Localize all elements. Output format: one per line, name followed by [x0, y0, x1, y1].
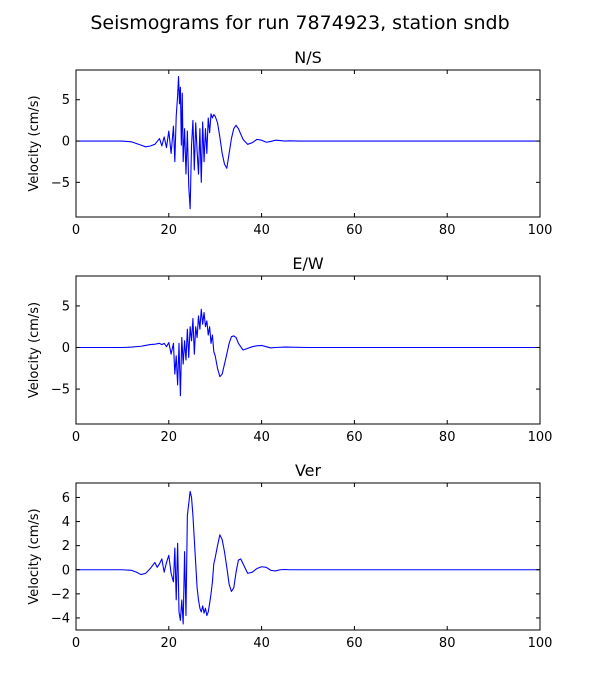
y-tick-label: 0 [62, 341, 70, 356]
trace-line-ns [76, 76, 540, 210]
y-axis-label-ns: Velocity (cm/s) [27, 95, 42, 191]
x-tick-label: 0 [72, 636, 80, 651]
y-tick-label: 0 [62, 563, 70, 578]
x-tick-label: 20 [161, 430, 178, 445]
x-tick-label: 80 [439, 636, 456, 651]
x-tick-label: 60 [346, 636, 363, 651]
x-tick-label: 60 [346, 223, 363, 238]
x-tick-label: 40 [253, 223, 270, 238]
x-tick-label: 0 [72, 430, 80, 445]
y-tick-label: −4 [51, 611, 70, 626]
y-tick-label: 5 [62, 299, 70, 314]
x-tick-label: 100 [528, 430, 553, 445]
panel-ns: N/S 0 20 40 60 80 100 −5 0 5 Velocity (cm/s) [27, 48, 552, 238]
trace-line-ver [76, 490, 540, 625]
panel-title-ver: Ver [295, 461, 322, 480]
panel-title-ns: N/S [294, 48, 322, 67]
y-tick-label: −5 [51, 383, 70, 398]
x-tick-label: 60 [346, 430, 363, 445]
y-tick-label: 6 [62, 491, 70, 506]
panel-title-ew: E/W [292, 254, 324, 273]
x-tick-label: 100 [528, 636, 553, 651]
x-tick-label: 40 [253, 636, 270, 651]
axes-frame-ns [75, 69, 541, 218]
x-tick-label: 20 [161, 223, 178, 238]
x-tick-label: 20 [161, 636, 178, 651]
y-tick-label: 5 [62, 93, 70, 108]
axes-frame-ver [75, 482, 541, 631]
figure-title: Seismograms for run 7874923, station snd… [90, 12, 509, 34]
y-tick-label: 4 [62, 515, 70, 530]
panel-ver: Ver 0 20 40 60 80 100 −4 −2 0 2 4 6 Velocity (cm/s) [27, 461, 552, 651]
x-tick-label: 0 [72, 223, 80, 238]
y-axis-label-ver: Velocity (cm/s) [27, 508, 42, 604]
x-tick-label: 100 [528, 223, 553, 238]
trace-line-ew [76, 308, 540, 397]
x-tick-label: 80 [439, 223, 456, 238]
panel-ew: E/W 0 20 40 60 80 100 −5 0 5 Velocity (cm/s) [27, 254, 552, 445]
y-tick-label: −2 [51, 587, 70, 602]
x-tick-label: 80 [439, 430, 456, 445]
y-axis-label-ew: Velocity (cm/s) [27, 302, 42, 398]
y-tick-label: 2 [62, 539, 70, 554]
y-tick-label: −5 [51, 176, 70, 191]
y-tick-label: 0 [62, 135, 70, 150]
x-tick-label: 40 [253, 430, 270, 445]
axes-frame-ew [75, 275, 541, 425]
